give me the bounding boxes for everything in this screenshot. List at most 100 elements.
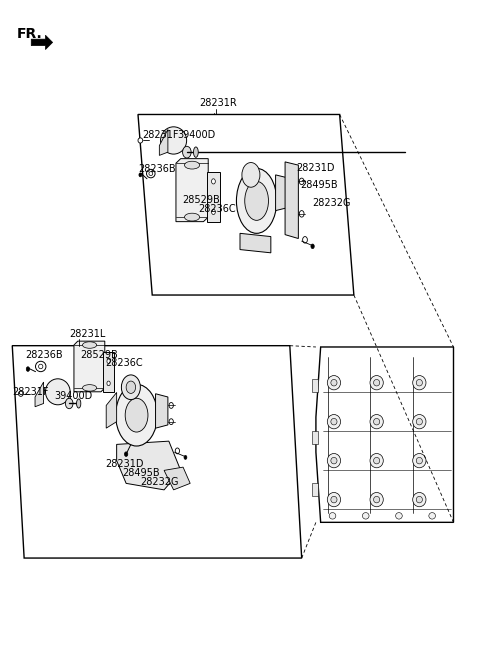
Ellipse shape <box>83 342 96 348</box>
Ellipse shape <box>302 236 307 243</box>
Ellipse shape <box>396 513 402 519</box>
Ellipse shape <box>416 457 422 464</box>
Ellipse shape <box>416 419 422 425</box>
Ellipse shape <box>311 244 314 249</box>
Polygon shape <box>31 35 53 50</box>
Ellipse shape <box>413 453 426 468</box>
Ellipse shape <box>370 453 384 468</box>
Polygon shape <box>285 162 299 238</box>
Polygon shape <box>164 467 190 490</box>
Ellipse shape <box>300 178 304 185</box>
Ellipse shape <box>193 147 198 157</box>
Ellipse shape <box>331 457 337 464</box>
Polygon shape <box>159 130 168 155</box>
Ellipse shape <box>331 496 337 503</box>
Ellipse shape <box>107 359 110 364</box>
Ellipse shape <box>237 168 277 233</box>
Polygon shape <box>35 382 44 407</box>
Text: 39400D: 39400D <box>178 130 216 140</box>
Ellipse shape <box>83 384 96 391</box>
Polygon shape <box>207 172 220 222</box>
Ellipse shape <box>126 381 136 394</box>
Text: 28231R: 28231R <box>200 98 238 109</box>
Ellipse shape <box>149 172 153 176</box>
Ellipse shape <box>36 362 46 371</box>
Ellipse shape <box>362 513 369 519</box>
Ellipse shape <box>65 398 73 409</box>
Text: 28231D: 28231D <box>105 459 144 469</box>
Polygon shape <box>106 392 117 428</box>
Ellipse shape <box>300 211 304 217</box>
Ellipse shape <box>26 367 30 371</box>
Ellipse shape <box>160 127 187 154</box>
Ellipse shape <box>125 398 148 432</box>
Ellipse shape <box>139 173 142 177</box>
Ellipse shape <box>38 364 43 369</box>
Ellipse shape <box>416 496 422 503</box>
Ellipse shape <box>18 391 23 396</box>
Ellipse shape <box>331 379 337 386</box>
Polygon shape <box>74 341 105 392</box>
Ellipse shape <box>327 415 341 429</box>
Text: 28236B: 28236B <box>25 350 63 360</box>
Ellipse shape <box>212 179 216 184</box>
Text: 28232G: 28232G <box>140 477 179 487</box>
Ellipse shape <box>373 379 380 386</box>
Ellipse shape <box>370 493 384 507</box>
Text: 28231F: 28231F <box>142 130 178 140</box>
Ellipse shape <box>184 213 200 221</box>
Ellipse shape <box>331 419 337 425</box>
Ellipse shape <box>184 161 200 169</box>
Ellipse shape <box>138 138 143 143</box>
Ellipse shape <box>327 453 341 468</box>
Text: 28529B: 28529B <box>182 195 220 204</box>
Text: 28495B: 28495B <box>301 179 338 189</box>
Bar <box>312 432 318 444</box>
Ellipse shape <box>329 513 336 519</box>
Ellipse shape <box>327 493 341 507</box>
Ellipse shape <box>169 419 173 424</box>
Ellipse shape <box>175 448 180 454</box>
Polygon shape <box>156 394 168 428</box>
Ellipse shape <box>327 375 341 390</box>
Ellipse shape <box>429 513 435 519</box>
Ellipse shape <box>107 381 110 386</box>
Polygon shape <box>138 115 354 295</box>
Ellipse shape <box>245 181 268 220</box>
Text: 28529B: 28529B <box>80 350 118 360</box>
Ellipse shape <box>46 379 70 405</box>
Text: 28236C: 28236C <box>105 358 143 367</box>
Text: 28231F: 28231F <box>12 388 49 398</box>
Ellipse shape <box>184 455 187 459</box>
Ellipse shape <box>182 146 191 158</box>
Text: 28231L: 28231L <box>69 329 106 339</box>
Bar <box>312 379 318 392</box>
Ellipse shape <box>121 375 140 400</box>
Text: 28236B: 28236B <box>138 164 176 174</box>
Ellipse shape <box>242 162 260 187</box>
Ellipse shape <box>413 415 426 429</box>
Ellipse shape <box>212 210 216 214</box>
Ellipse shape <box>169 403 173 408</box>
Bar <box>312 483 318 496</box>
Polygon shape <box>12 346 301 558</box>
Ellipse shape <box>116 384 157 446</box>
Ellipse shape <box>76 399 81 408</box>
Ellipse shape <box>370 375 384 390</box>
Text: 39400D: 39400D <box>54 391 92 402</box>
Text: 28236C: 28236C <box>199 204 236 214</box>
Ellipse shape <box>370 415 384 429</box>
Ellipse shape <box>124 452 128 457</box>
Ellipse shape <box>146 170 155 178</box>
Ellipse shape <box>416 379 422 386</box>
Ellipse shape <box>413 493 426 507</box>
Text: 28231D: 28231D <box>296 163 335 174</box>
Polygon shape <box>176 159 208 221</box>
Polygon shape <box>276 175 289 211</box>
Polygon shape <box>316 347 454 522</box>
Polygon shape <box>103 352 114 392</box>
Polygon shape <box>240 233 271 253</box>
Text: 28495B: 28495B <box>122 468 160 478</box>
Polygon shape <box>117 441 180 490</box>
Ellipse shape <box>373 457 380 464</box>
